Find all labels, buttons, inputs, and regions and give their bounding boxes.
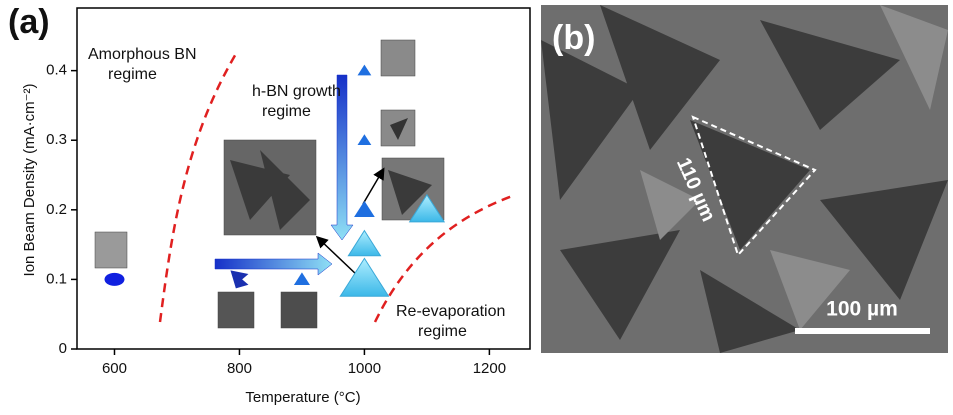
annotation: h-BN growth regime [252,83,341,120]
annotation-line: regime [108,66,157,83]
x-tick-label: 1200 [473,360,506,377]
y-tick-label: 0.4 [46,62,67,79]
insets [94,39,445,329]
arrow [330,74,354,241]
scale-bar-label: 100 µm [826,298,898,321]
y-tick-label: 0.2 [46,201,67,218]
data-point [354,200,375,218]
arrow [214,252,333,276]
arrow [315,235,359,277]
data-point [230,270,249,289]
x-tick-label: 1000 [348,360,381,377]
annotation-line: Amorphous BN [88,46,197,63]
data-point [408,193,446,223]
data-point [347,229,382,257]
x-tick-label: 600 [102,360,127,377]
data-point [357,134,372,146]
data-point [357,64,372,76]
boundary-curve [158,51,239,323]
annotation-line: h-BN growth [252,83,341,100]
y-tick-label: 0.1 [46,270,67,287]
data-point [104,272,125,286]
data-point [339,257,390,297]
y-axis-label: Ion Beam Density (mA·cm⁻²) [21,84,38,277]
boundary-curve [373,193,516,323]
data-point [293,272,310,286]
panel-label: (b) [552,19,595,57]
x-axis-label: Temperature (°C) [245,389,360,406]
y-tick-label: 0.3 [46,131,67,148]
panel-label: (a) [8,3,50,41]
annotation: Re-evaporation regime [396,303,505,340]
measure-triangle [691,115,817,257]
plot-frame [76,7,531,350]
micrograph: (b) 110 µm 100 µm [541,5,948,353]
annotation: Amorphous BN regime [88,46,197,83]
arrow [362,167,385,205]
annotation-line: regime [262,103,311,120]
annotation-line: regime [418,323,467,340]
annotation-line: Re-evaporation [396,303,505,320]
x-tick-label: 800 [227,360,252,377]
y-tick-label: 0 [59,340,67,357]
scale-bar [795,328,930,334]
